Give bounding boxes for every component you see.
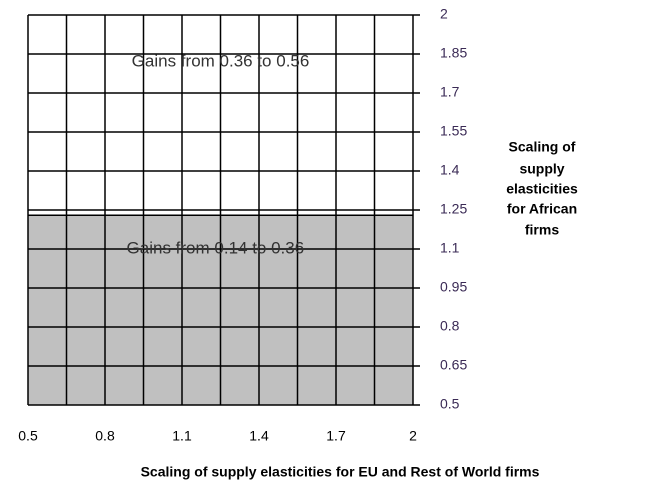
y-tick-label: 2	[440, 6, 448, 22]
x-tick-label: 1.1	[172, 428, 192, 444]
y-tick-label: 1.25	[440, 201, 467, 217]
x-tick-label: 2	[409, 428, 417, 444]
x-tick-label: 1.4	[249, 428, 269, 444]
y-axis-title: firms	[525, 222, 559, 238]
y-axis-title: elasticities	[506, 181, 578, 197]
y-tick-label: 0.8	[440, 318, 460, 334]
annotation: Gains from 0.14 to 0.36	[127, 238, 305, 257]
y-tick-label: 1.55	[440, 123, 467, 139]
x-tick-label: 0.8	[95, 428, 115, 444]
x-tick-label: 1.7	[326, 428, 346, 444]
y-tick-label: 0.5	[440, 396, 460, 412]
y-axis-title: supply	[519, 161, 564, 177]
y-tick-label: 0.65	[440, 357, 467, 373]
y-tick-label: 0.95	[440, 279, 467, 295]
annotation: Gains from 0.36 to 0.56	[132, 51, 310, 70]
y-tick-label: 1.1	[440, 240, 460, 256]
x-tick-label: 0.5	[18, 428, 38, 444]
y-tick-label: 1.4	[440, 162, 460, 178]
y-axis-title: Scaling of	[509, 139, 576, 155]
y-axis-title: for African	[507, 201, 577, 217]
y-tick-label: 1.7	[440, 84, 460, 100]
y-tick-label: 1.85	[440, 45, 467, 61]
x-axis-title: Scaling of supply elasticities for EU an…	[141, 464, 540, 480]
